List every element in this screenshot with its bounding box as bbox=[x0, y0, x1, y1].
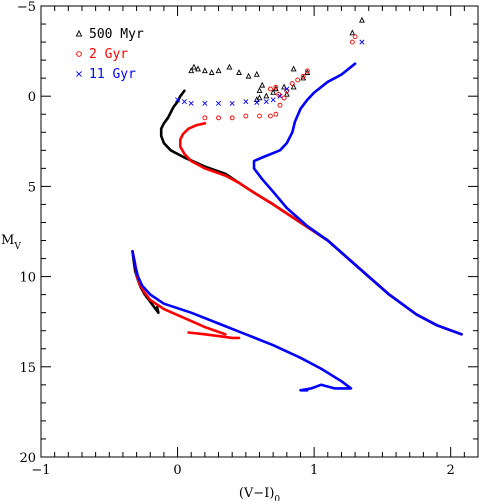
data-point bbox=[276, 91, 282, 97]
data-point bbox=[270, 88, 277, 95]
data-point bbox=[273, 111, 279, 117]
series-11-gyr bbox=[131, 39, 463, 392]
x-tick-label: 1 bbox=[310, 463, 318, 478]
data-point bbox=[243, 99, 249, 105]
data-point bbox=[259, 81, 266, 88]
data-point bbox=[267, 113, 273, 119]
x-tick-label: 2 bbox=[447, 463, 455, 478]
data-point bbox=[281, 95, 287, 101]
data-point bbox=[202, 100, 208, 106]
plot-area bbox=[131, 16, 463, 392]
data-point bbox=[349, 39, 355, 45]
legend-entry: 11 Gyr bbox=[76, 67, 136, 82]
legend-marker bbox=[75, 29, 83, 37]
data-point bbox=[215, 67, 222, 74]
y-tick-label: 20 bbox=[19, 451, 36, 466]
data-point bbox=[216, 100, 222, 106]
data-point bbox=[202, 115, 208, 121]
x-tick-label: −1 bbox=[31, 463, 50, 478]
data-point bbox=[283, 90, 290, 97]
data-point bbox=[188, 67, 195, 74]
series-2-gyr bbox=[131, 34, 463, 340]
legend: 500 Myr 2 Gyr 11 Gyr bbox=[75, 27, 144, 82]
data-point bbox=[257, 113, 262, 119]
data-point bbox=[188, 100, 194, 106]
main-sequence-track bbox=[159, 89, 463, 336]
data-point bbox=[273, 84, 279, 90]
series-500-myr bbox=[131, 16, 463, 336]
data-point bbox=[256, 87, 263, 93]
data-point bbox=[358, 16, 365, 23]
data-point bbox=[270, 97, 276, 103]
data-point bbox=[191, 63, 197, 70]
main-sequence-track bbox=[179, 122, 463, 336]
data-point bbox=[253, 96, 260, 103]
extra-branch-track bbox=[187, 331, 241, 340]
y-tick-label: 10 bbox=[19, 271, 36, 286]
data-point bbox=[352, 34, 358, 40]
x-axis-label: (V−I)0 bbox=[239, 486, 281, 501]
y-tick-label: 15 bbox=[19, 361, 36, 376]
data-point bbox=[243, 113, 249, 119]
main-sequence-track bbox=[252, 62, 463, 336]
data-point bbox=[195, 65, 201, 72]
data-point bbox=[284, 86, 290, 92]
legend-entry: 2 Gyr bbox=[76, 47, 128, 62]
y-axis-label: MV bbox=[1, 233, 21, 252]
data-point bbox=[263, 99, 269, 105]
y-tick-label: 5 bbox=[28, 180, 36, 195]
data-point bbox=[359, 39, 365, 45]
data-point bbox=[349, 29, 356, 36]
legend-entry: 500 Myr bbox=[75, 27, 144, 42]
data-point bbox=[201, 67, 208, 74]
legend-label: 11 Gyr bbox=[89, 67, 136, 82]
data-point bbox=[226, 63, 233, 70]
data-point bbox=[290, 65, 297, 72]
data-point bbox=[304, 68, 310, 74]
data-point bbox=[175, 97, 181, 103]
data-point bbox=[229, 115, 235, 121]
data-point bbox=[267, 86, 273, 92]
data-point bbox=[236, 69, 242, 75]
data-point bbox=[229, 100, 235, 106]
data-point bbox=[216, 115, 221, 121]
data-point bbox=[208, 69, 215, 75]
data-point bbox=[295, 77, 301, 83]
legend-label: 500 Myr bbox=[89, 27, 144, 42]
data-point bbox=[277, 102, 283, 108]
data-point bbox=[254, 99, 260, 106]
data-point bbox=[289, 81, 295, 87]
data-point bbox=[181, 99, 187, 105]
x-tick-label: 0 bbox=[173, 463, 181, 478]
data-point bbox=[245, 72, 252, 79]
data-point bbox=[253, 70, 260, 77]
axes: −1 0 1 2 −5 0 5 10 15 20 (V−I)0 MV bbox=[1, 0, 479, 501]
data-point bbox=[256, 94, 263, 101]
y-tick-label: 0 bbox=[28, 90, 36, 105]
y-tick-label: −5 bbox=[17, 0, 36, 15]
legend-marker bbox=[76, 51, 82, 57]
legend-label: 2 Gyr bbox=[89, 47, 128, 62]
data-point bbox=[263, 92, 270, 99]
data-point bbox=[300, 73, 306, 79]
legend-marker bbox=[76, 71, 82, 77]
data-point bbox=[277, 93, 283, 99]
data-point bbox=[290, 83, 297, 90]
lower-main-sequence-track bbox=[131, 250, 353, 392]
